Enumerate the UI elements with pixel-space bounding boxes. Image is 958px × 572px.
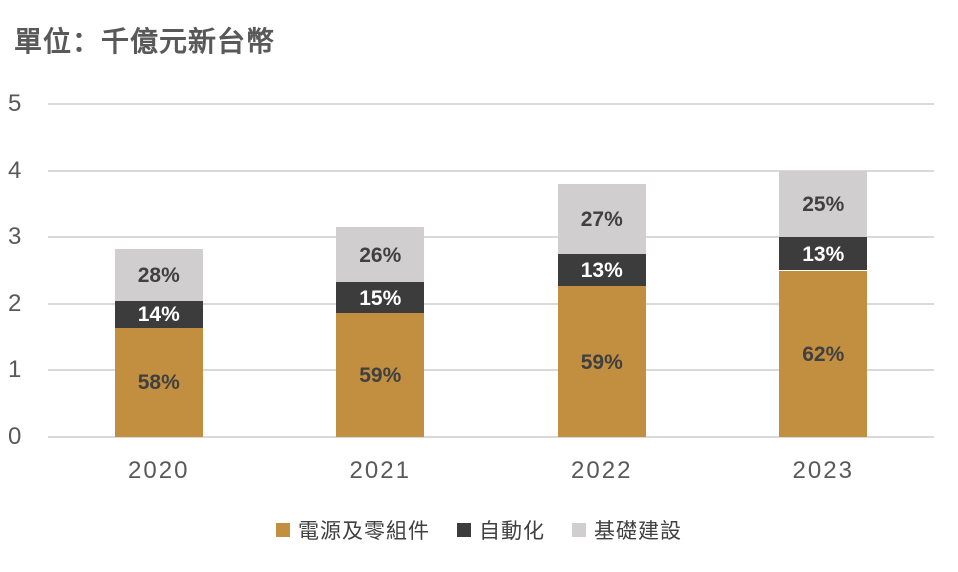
legend-item: 基礎建設 [572, 515, 682, 545]
legend: 電源及零組件 自動化 基礎建設 [0, 515, 958, 545]
segment-percent-label: 59% [580, 350, 623, 374]
legend-label: 電源及零組件 [298, 520, 430, 543]
bar-segment: 14% [114, 301, 203, 328]
legend-swatch-icon [457, 523, 471, 537]
bar-segment: 59% [557, 286, 646, 437]
y-axis-tick-label: 3 [8, 223, 22, 251]
gridline [48, 169, 934, 172]
gridline [48, 236, 934, 239]
legend-label: 基礎建設 [594, 520, 682, 543]
legend-item: 電源及零組件 [276, 515, 430, 545]
segment-percent-label: 26% [359, 243, 402, 267]
segment-percent-label: 59% [359, 364, 402, 388]
legend-item: 自動化 [457, 515, 545, 545]
segment-percent-label: 25% [802, 192, 845, 216]
bar-segment: 58% [114, 327, 203, 437]
bar-segment: 62% [779, 270, 868, 437]
segment-percent-label: 15% [359, 286, 402, 310]
segment-percent-label: 27% [580, 207, 623, 231]
bar-segment: 13% [557, 253, 646, 287]
segment-percent-label: 62% [802, 342, 845, 366]
segment-percent-label: 58% [137, 371, 180, 395]
segment-percent-label: 13% [580, 259, 623, 283]
segment-percent-label: 28% [137, 263, 180, 287]
y-axis-tick-label: 1 [8, 356, 22, 384]
x-axis-label: 2021 [349, 457, 411, 484]
bar-segment: 59% [336, 313, 425, 437]
bar-segment: 13% [779, 237, 868, 271]
chart-title: 單位：千億元新台幣 [14, 26, 276, 57]
segment-percent-label: 14% [137, 303, 180, 327]
y-axis-tick-label: 5 [8, 90, 22, 117]
bar-segment: 25% [779, 170, 868, 238]
y-axis-tick-label: 0 [8, 423, 22, 450]
gridline [48, 302, 934, 305]
bar-segment: 27% [557, 183, 646, 254]
gridline [48, 103, 934, 105]
bar-segment: 15% [336, 282, 425, 314]
y-axis-tick-label: 2 [8, 289, 22, 317]
legend-swatch-icon [572, 523, 586, 537]
x-axis-label: 2020 [128, 457, 190, 484]
x-axis-label: 2023 [792, 457, 854, 484]
bar-segment: 26% [336, 227, 425, 283]
bar-segment: 28% [114, 248, 203, 302]
legend-label: 自動化 [479, 520, 545, 543]
x-axis-label: 2022 [571, 457, 633, 484]
legend-swatch-icon [276, 523, 290, 537]
gridline [48, 436, 934, 438]
gridline [48, 369, 934, 372]
segment-percent-label: 13% [802, 242, 845, 266]
y-axis-tick-label: 4 [8, 156, 22, 184]
